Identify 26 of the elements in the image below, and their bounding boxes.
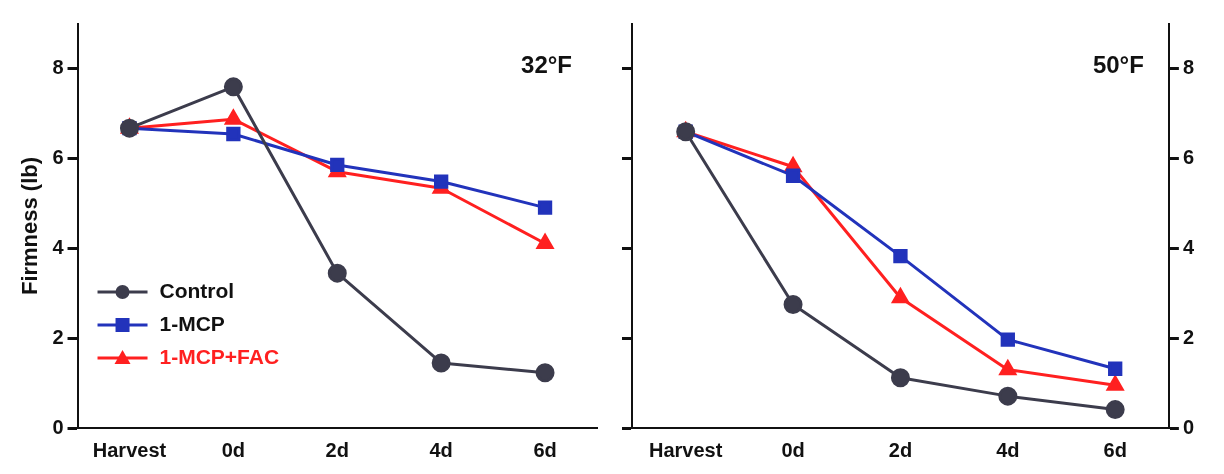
x-tick-label: 0d xyxy=(781,438,805,461)
y2-tick-label: 4 xyxy=(1182,235,1195,258)
x-tick-label: 6d xyxy=(1103,438,1127,461)
y2-tick-label: 8 xyxy=(1182,56,1194,79)
y2-tick-label: 0 xyxy=(1182,415,1194,438)
legend-label: Control xyxy=(159,278,235,302)
y-tick-label: 8 xyxy=(52,56,64,79)
y-tick-label: 6 xyxy=(52,146,64,169)
annotation: 32°F xyxy=(521,50,572,78)
x-tick-label: 4d xyxy=(996,438,1020,461)
y-tick-label: 2 xyxy=(52,325,64,348)
y2-tick-label: 2 xyxy=(1182,325,1194,348)
x-tick-label: 6d xyxy=(533,438,557,461)
x-tick-label: 2d xyxy=(888,438,913,461)
x-tick-label: 4d xyxy=(429,438,453,461)
annotation: 50°F xyxy=(1092,50,1144,78)
y-tick-label: 4 xyxy=(52,235,65,258)
x-tick-label: 0d xyxy=(221,438,246,461)
legend-label: 1-MCP+FAC xyxy=(159,344,280,368)
x-tick-label: 2d xyxy=(325,438,349,461)
y2-tick-label: 6 xyxy=(1182,146,1194,169)
y-tick-label: 0 xyxy=(52,415,64,438)
x-tick-label: Harvest xyxy=(92,438,167,461)
legend-label: 1-MCP xyxy=(159,311,225,335)
y-axis-title: Firmness (lb) xyxy=(17,156,43,296)
x-tick-label: Harvest xyxy=(648,438,723,461)
